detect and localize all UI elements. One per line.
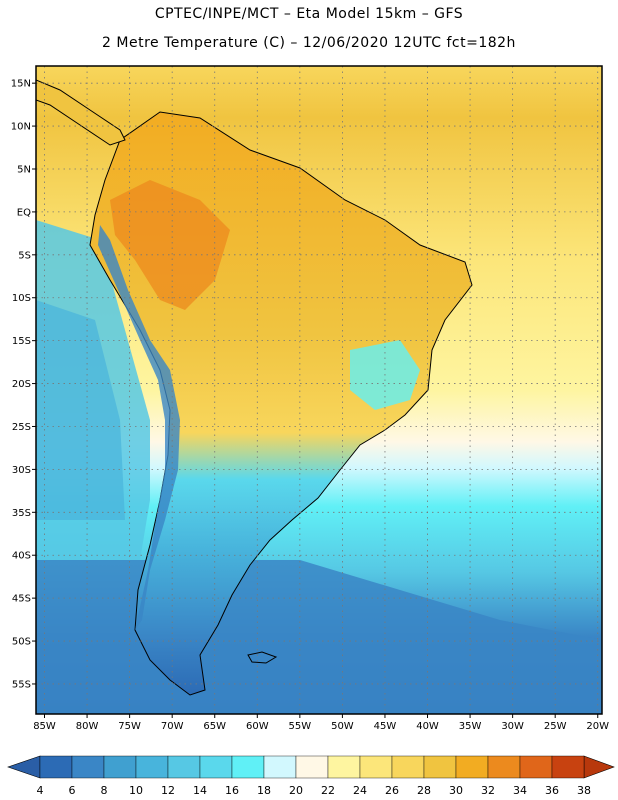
lat-label: 25S — [12, 422, 31, 433]
title-line-1: CPTEC/INPE/MCT – Eta Model 15km – GFS — [154, 6, 464, 22]
colorbar-swatch — [423, 755, 457, 779]
colorbar-label: 10 — [129, 784, 143, 797]
colorbar-label: 32 — [481, 784, 495, 797]
lon-label: 25W — [544, 721, 567, 732]
lat-label: 5S — [18, 250, 31, 261]
lat-label: 35S — [12, 508, 31, 519]
lat-label: 50S — [12, 637, 31, 648]
colorbar-swatch — [391, 755, 425, 779]
colorbar-swatch — [103, 755, 137, 779]
colorbar-over-arrow — [583, 755, 615, 779]
colorbar-swatch — [263, 755, 297, 779]
colorbar-label: 12 — [161, 784, 175, 797]
colorbar-swatch — [487, 755, 521, 779]
lat-label: 40S — [12, 551, 31, 562]
lon-label: 85W — [33, 721, 56, 732]
map-frame — [35, 65, 603, 715]
andes-hot-zone — [110, 180, 230, 310]
colorbar-label: 24 — [353, 784, 367, 797]
falkland-islands — [247, 651, 278, 664]
colorbar: 4 6 8 10 12 14 16 18 20 22 24 26 28 30 32 34 36 38 — [7, 755, 615, 797]
andes-cold-strip — [98, 225, 180, 630]
colorbar-swatch — [135, 755, 169, 779]
lon-label: 35W — [459, 721, 482, 732]
lon-label: 80W — [76, 721, 99, 732]
lon-label: 50W — [331, 721, 354, 732]
colorbar-label: 16 — [225, 784, 239, 797]
colorbar-swatch — [167, 755, 201, 779]
central-america-land — [36, 79, 126, 146]
title-line-2: 2 Metre Temperature (C) – 12/06/2020 12U… — [102, 35, 516, 51]
lat-label: 20S — [12, 379, 31, 390]
longitude-labels: 85W 80W 75W 70W 65W 60W 55W 50W 45W 40W 35W 30W 25W 2… — [33, 714, 609, 732]
map-gridlines — [36, 66, 602, 714]
colorbar-label: 36 — [545, 784, 559, 797]
colorbar-swatch — [231, 755, 265, 779]
lat-label: 15N — [11, 79, 31, 90]
colorbar-swatch — [359, 755, 393, 779]
colorbar-swatch — [519, 755, 553, 779]
lat-label: 55S — [12, 679, 31, 690]
lat-label: 30S — [12, 465, 31, 476]
colorbar-label: 4 — [37, 784, 44, 797]
colorbar-label: 6 — [69, 784, 76, 797]
lat-label: 45S — [12, 594, 31, 605]
colorbar-swatch — [327, 755, 361, 779]
map-field — [36, 66, 602, 714]
lat-label: 5N — [17, 164, 31, 175]
lon-label: 70W — [161, 721, 184, 732]
latitude-labels: 15N 10N 5N EQ 5S 10S 15S 20S 25S 30S 35S 40S 45S 50S 5… — [11, 79, 36, 690]
lon-label: 60W — [246, 721, 269, 732]
colorbar-swatch — [455, 755, 489, 779]
lon-label: 65W — [203, 721, 226, 732]
lon-label: 20W — [586, 721, 609, 732]
colorbar-swatch — [295, 755, 329, 779]
colorbar-swatch — [551, 755, 585, 779]
colorbar-swatch — [39, 755, 73, 779]
colorbar-label: 18 — [257, 784, 271, 797]
lon-label: 40W — [416, 721, 439, 732]
colorbar-label: 8 — [101, 784, 108, 797]
lon-label: 45W — [374, 721, 397, 732]
pacific-cold-zone — [36, 300, 125, 520]
colorbar-label: 38 — [577, 784, 591, 797]
lat-label: EQ — [17, 207, 31, 218]
lon-label: 30W — [501, 721, 524, 732]
lat-label: 10N — [11, 122, 31, 133]
colorbar-label: 30 — [449, 784, 463, 797]
colorbar-swatch — [199, 755, 233, 779]
lon-label: 75W — [118, 721, 141, 732]
colorbar-label: 34 — [513, 784, 527, 797]
lat-label: 15S — [12, 336, 31, 347]
colorbar-label: 26 — [385, 784, 399, 797]
colorbar-label: 20 — [289, 784, 303, 797]
colorbar-under-arrow — [7, 755, 41, 779]
lon-label: 55W — [289, 721, 312, 732]
colorbar-swatch — [71, 755, 105, 779]
colorbar-label: 22 — [321, 784, 335, 797]
lat-label: 10S — [12, 293, 31, 304]
colorbar-label: 28 — [417, 784, 431, 797]
colorbar-label: 14 — [193, 784, 207, 797]
